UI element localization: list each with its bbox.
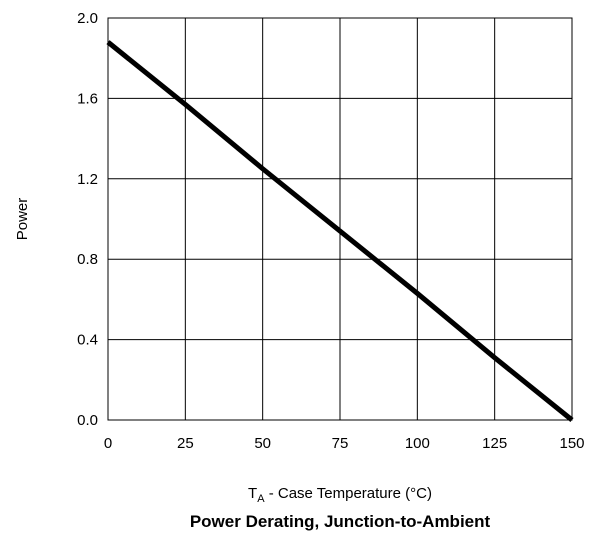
y-tick-labels: 0.0 0.4 0.8 1.2 1.6 2.0	[77, 10, 98, 429]
y-tick-label: 2.0	[77, 10, 98, 27]
y-tick-label: 0.0	[77, 412, 98, 429]
x-tick-label: 100	[405, 435, 430, 452]
chart-title: Power Derating, Junction-to-Ambient	[190, 512, 491, 531]
y-tick-label: 0.4	[77, 332, 98, 349]
x-axis-label-main: T	[248, 485, 257, 502]
x-axis-label-subscript: A	[257, 493, 265, 505]
grid	[107, 17, 573, 421]
x-tick-labels: 0 25 50 75 100 125 150	[104, 435, 585, 452]
x-tick-label: 25	[177, 435, 194, 452]
y-tick-label: 0.8	[77, 251, 98, 268]
y-tick-label: 1.6	[77, 90, 98, 107]
y-tick-label: 1.2	[77, 171, 98, 188]
x-tick-label: 125	[482, 435, 507, 452]
x-tick-label: 75	[332, 435, 349, 452]
x-tick-label: 150	[559, 435, 584, 452]
y-axis-label: Power	[14, 198, 31, 241]
x-axis-label-rest: - Case Temperature (°C)	[265, 485, 432, 502]
x-axis-label: TA - Case Temperature (°C)	[248, 485, 432, 505]
series-layer	[106, 40, 574, 422]
x-tick-label: 0	[104, 435, 112, 452]
series-line	[106, 40, 574, 422]
x-tick-label: 50	[254, 435, 271, 452]
plot-frame	[107, 17, 573, 421]
